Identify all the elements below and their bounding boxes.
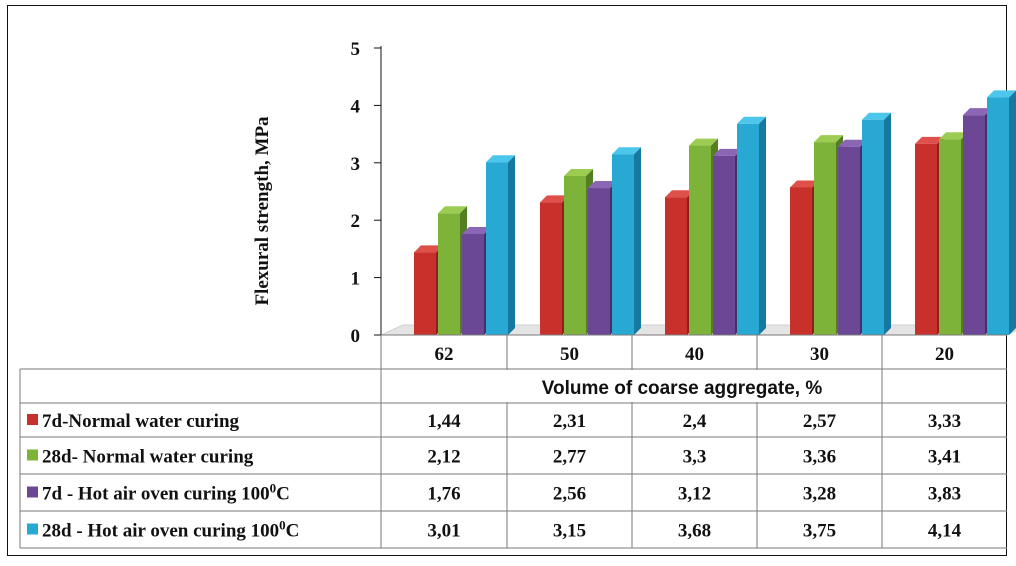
data-label: 3,83 [928, 484, 961, 505]
y-tick-label: 1 [351, 269, 361, 290]
bar-front [915, 143, 937, 335]
data-label: 3,3 [683, 447, 707, 468]
bar [612, 147, 641, 335]
data-label: 2,4 [683, 411, 707, 432]
y-tick-label: 5 [351, 39, 361, 60]
legend-swatch [27, 486, 38, 498]
bar-front [665, 197, 687, 335]
bar-top [588, 181, 617, 189]
bar [862, 112, 891, 335]
data-label: 3,75 [803, 521, 836, 542]
data-label: 2,12 [427, 447, 460, 468]
bar-front [564, 176, 586, 335]
bar-top [486, 155, 515, 163]
bar-top [915, 136, 944, 144]
legend-label: 28d- Normal water curing [42, 447, 254, 468]
category-label: 50 [560, 344, 579, 365]
bar-top [689, 138, 718, 146]
bar-front [939, 139, 961, 335]
bar-front [438, 213, 460, 335]
legend-label: 28d - Hot air oven curing 1000C [42, 518, 299, 542]
bar-front [486, 162, 508, 335]
bar-front [588, 188, 610, 335]
bar-top [462, 226, 491, 234]
bar-front [689, 145, 711, 335]
bar-front [414, 252, 436, 335]
legend-label: 7d - Hot air oven curing 1000C [42, 481, 290, 505]
data-label: 3,12 [678, 484, 711, 505]
category-label: 20 [935, 344, 954, 365]
bar-top [612, 147, 641, 155]
bar-front [462, 233, 484, 335]
bar-top [939, 132, 968, 140]
bar-top [438, 206, 467, 214]
y-tick-label: 3 [351, 154, 361, 175]
bar-front [790, 187, 812, 335]
bar-top [862, 112, 891, 120]
category-label: 62 [435, 344, 454, 365]
x-label-row [382, 370, 1006, 402]
data-label: 1,76 [427, 484, 460, 505]
legend-swatch [27, 414, 38, 425]
bar [737, 116, 766, 335]
bar-front [862, 119, 884, 335]
bar-top [713, 148, 742, 156]
bar-side [759, 116, 766, 335]
y-tick-label: 2 [351, 211, 361, 232]
x-axis-label: Volume of coarse aggregate, % [542, 378, 823, 399]
bar-front [540, 202, 562, 335]
bar-side [884, 112, 891, 335]
data-label: 2,56 [553, 484, 586, 505]
data-label: 3,33 [928, 411, 961, 432]
bar-top [790, 180, 819, 188]
bar-top [838, 139, 867, 147]
bar [987, 90, 1016, 335]
bar-top [737, 116, 766, 124]
data-label: 3,28 [803, 484, 836, 505]
bar-front [814, 142, 836, 335]
bar-side [1009, 90, 1016, 335]
data-label: 4,14 [928, 521, 962, 542]
legend-swatch [27, 449, 38, 461]
data-label: 1,44 [427, 411, 461, 432]
bar-front [838, 146, 860, 335]
legend-swatch [27, 523, 38, 535]
bar-front [612, 154, 634, 335]
bar-front [987, 97, 1009, 335]
data-label: 3,01 [427, 521, 460, 542]
category-label: 30 [810, 344, 829, 365]
category-label: 40 [685, 344, 704, 365]
bar-top [414, 245, 443, 253]
y-tick-label: 0 [351, 326, 361, 347]
bar-side [634, 147, 641, 335]
bar-top [814, 135, 843, 143]
legend-label: 7d-Normal water curing [42, 411, 240, 432]
bar [486, 155, 515, 335]
y-tick-label: 4 [351, 96, 361, 117]
bars [414, 90, 1016, 336]
data-label: 2,31 [553, 411, 586, 432]
bar-front [737, 123, 759, 335]
bar-top [540, 195, 569, 203]
data-label: 2,77 [553, 447, 587, 468]
data-label: 3,68 [678, 521, 711, 542]
bar-top [963, 108, 992, 116]
bar-top [987, 90, 1016, 98]
bar-front [713, 155, 735, 335]
data-label: 2,57 [803, 411, 837, 432]
bar-side [508, 155, 515, 335]
data-label: 3,36 [803, 447, 836, 468]
data-label: 3,15 [553, 521, 586, 542]
data-label: 3,41 [928, 447, 961, 468]
y-axis-label: Flexural strength, MPa [252, 116, 273, 306]
bar-top [564, 169, 593, 177]
data-table: 62 50 40 30 20 7d-Normal water curing 1,44 2,31… [19, 334, 1007, 549]
bar-front [963, 115, 985, 336]
bar-top [665, 190, 694, 198]
